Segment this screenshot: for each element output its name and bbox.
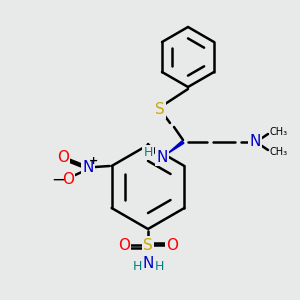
Text: S: S: [143, 238, 153, 253]
Text: O: O: [166, 238, 178, 253]
Text: CH₃: CH₃: [270, 147, 288, 157]
Text: +: +: [89, 156, 99, 166]
Text: N: N: [82, 160, 94, 175]
Text: CH₃: CH₃: [270, 127, 288, 137]
Text: −: −: [51, 171, 65, 189]
Text: O: O: [118, 238, 130, 253]
Text: N: N: [156, 149, 168, 164]
Text: H: H: [132, 260, 142, 274]
Text: O: O: [57, 149, 69, 164]
Text: N: N: [142, 256, 154, 271]
Text: S: S: [155, 103, 165, 118]
Text: H: H: [143, 146, 153, 158]
Text: N: N: [249, 134, 261, 149]
Text: O: O: [62, 172, 74, 188]
Polygon shape: [167, 141, 184, 154]
Text: H: H: [154, 260, 164, 274]
